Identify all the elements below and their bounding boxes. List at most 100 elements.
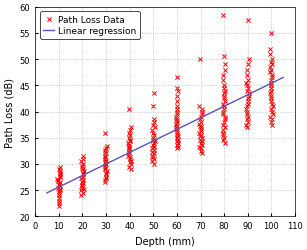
- Path Loss Data: [80, 184, 85, 188]
- Path Loss Data: [176, 89, 181, 93]
- Path Loss Data: [175, 100, 180, 104]
- Path Loss Data: [80, 154, 85, 158]
- Path Loss Data: [56, 196, 61, 200]
- Path Loss Data: [104, 162, 109, 166]
- Path Loss Data: [245, 97, 250, 101]
- Path Loss Data: [103, 176, 108, 180]
- Path Loss Data: [150, 150, 154, 154]
- Path Loss Data: [199, 147, 204, 151]
- Path Loss Data: [151, 131, 156, 135]
- Path Loss Data: [103, 154, 107, 158]
- Path Loss Data: [80, 191, 85, 195]
- Path Loss Data: [104, 173, 109, 177]
- Path Loss Data: [129, 159, 134, 163]
- Path Loss Data: [199, 120, 204, 124]
- Path Loss Data: [197, 145, 202, 149]
- Path Loss Data: [268, 71, 273, 75]
- Path Loss Data: [197, 138, 202, 142]
- Path Loss Data: [175, 105, 180, 109]
- Path Loss Data: [198, 124, 203, 128]
- Path Loss Data: [269, 60, 274, 64]
- Path Loss Data: [58, 180, 63, 184]
- Path Loss Data: [127, 134, 132, 138]
- Path Loss Data: [150, 138, 155, 142]
- Path Loss Data: [174, 136, 179, 140]
- Path Loss Data: [57, 199, 62, 203]
- Path Loss Data: [150, 156, 155, 160]
- Path Loss Data: [104, 152, 109, 156]
- Path Loss Data: [128, 126, 133, 130]
- Path Loss Data: [81, 182, 86, 186]
- Path Loss Data: [246, 79, 251, 83]
- X-axis label: Depth (mm): Depth (mm): [135, 236, 195, 246]
- Path Loss Data: [150, 147, 154, 151]
- Path Loss Data: [199, 128, 204, 132]
- Path Loss Data: [221, 110, 226, 114]
- Path Loss Data: [221, 74, 226, 78]
- Path Loss Data: [245, 120, 250, 124]
- Path Loss Data: [269, 84, 274, 88]
- Path Loss Data: [128, 168, 133, 172]
- Path Loss Data: [197, 105, 202, 109]
- Path Loss Data: [270, 105, 275, 109]
- Path Loss Data: [80, 157, 85, 161]
- Path Loss Data: [199, 142, 204, 146]
- Path Loss Data: [126, 149, 131, 153]
- Path Loss Data: [127, 161, 132, 165]
- Path Loss Data: [269, 58, 274, 62]
- Path Loss Data: [222, 97, 227, 101]
- Path Loss Data: [129, 162, 134, 166]
- Path Loss Data: [105, 170, 110, 174]
- Path Loss Data: [57, 202, 62, 205]
- Path Loss Data: [245, 113, 250, 117]
- Path Loss Data: [270, 118, 275, 122]
- Path Loss Data: [174, 147, 179, 151]
- Path Loss Data: [79, 160, 84, 164]
- Path Loss Data: [174, 76, 179, 80]
- Path Loss Data: [103, 164, 107, 168]
- Path Loss Data: [103, 178, 107, 182]
- Path Loss Data: [221, 84, 226, 88]
- Path Loss Data: [152, 126, 157, 130]
- Path Loss Data: [175, 110, 180, 114]
- Path Loss Data: [56, 182, 61, 186]
- Path Loss Data: [174, 131, 179, 135]
- Path Loss Data: [175, 130, 180, 134]
- Path Loss Data: [103, 131, 107, 135]
- Path Loss Data: [220, 113, 225, 117]
- Path Loss Data: [268, 79, 273, 83]
- Path Loss Data: [152, 149, 157, 153]
- Path Loss Data: [56, 194, 61, 198]
- Path Loss Data: [56, 186, 61, 190]
- Path Loss Data: [245, 118, 250, 122]
- Path Loss Data: [268, 97, 273, 101]
- Path Loss Data: [270, 113, 275, 117]
- Path Loss Data: [176, 142, 181, 146]
- Path Loss Data: [198, 126, 203, 130]
- Path Loss Data: [221, 102, 226, 106]
- Path Loss Data: [151, 134, 156, 138]
- Path Loss Data: [245, 126, 250, 130]
- Path Loss Data: [245, 68, 250, 72]
- Path Loss Data: [103, 166, 108, 170]
- Path Loss Data: [103, 156, 107, 160]
- Path Loss Data: [222, 92, 227, 96]
- Path Loss Data: [174, 115, 179, 119]
- Path Loss Data: [270, 63, 274, 67]
- Path Loss Data: [80, 166, 84, 170]
- Path Loss Data: [175, 144, 180, 148]
- Path Loss Data: [220, 128, 225, 132]
- Path Loss Data: [223, 118, 228, 122]
- Path Loss Data: [221, 123, 226, 127]
- Path Loss Data: [175, 133, 180, 137]
- Path Loss Data: [270, 110, 274, 114]
- Path Loss Data: [176, 145, 181, 149]
- Path Loss Data: [127, 157, 132, 161]
- Path Loss Data: [174, 86, 179, 90]
- Path Loss Data: [247, 92, 251, 96]
- Path Loss Data: [245, 84, 250, 88]
- Path Loss Data: [103, 159, 108, 163]
- Path Loss Data: [55, 178, 60, 182]
- Path Loss Data: [245, 74, 250, 78]
- Path Loss Data: [246, 63, 251, 67]
